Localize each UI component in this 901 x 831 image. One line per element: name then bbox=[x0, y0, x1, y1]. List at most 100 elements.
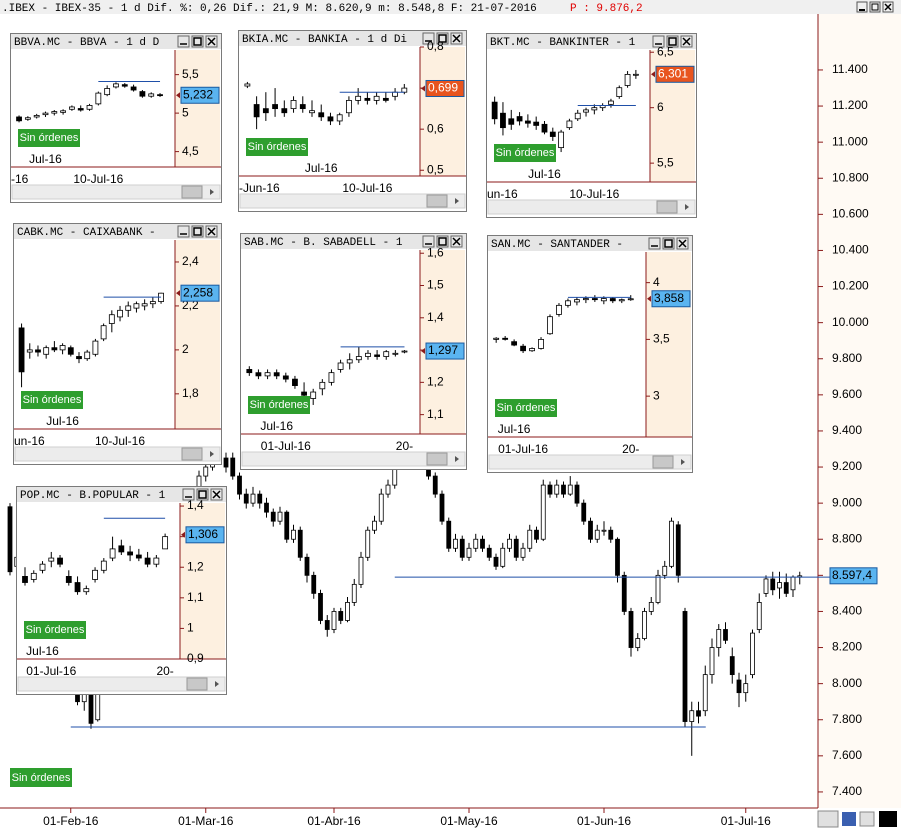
orders-label: Sin órdenes bbox=[23, 394, 82, 406]
candle-body bbox=[574, 112, 581, 120]
chart-window[interactable]: BKT.MC - BANKINTER - 1 5,5 6 6,5 Jul-16 un-16… bbox=[486, 33, 697, 218]
candle-body bbox=[635, 638, 641, 648]
orders-badge[interactable] bbox=[248, 396, 310, 414]
window-title-bar bbox=[487, 34, 696, 49]
price-text: P : 9.876,2 bbox=[570, 3, 643, 15]
window-title-bar bbox=[17, 487, 226, 502]
candle-body bbox=[270, 511, 276, 522]
toolbar-button[interactable] bbox=[879, 811, 897, 827]
toolbar-button[interactable] bbox=[859, 811, 875, 827]
scrollbar[interactable] bbox=[239, 193, 466, 209]
last-price-box bbox=[651, 290, 691, 308]
chart-window[interactable]: POP.MC - B.POPULAR - 10,911,11,21,31,4Ju… bbox=[16, 486, 227, 695]
candle-body bbox=[358, 556, 364, 585]
scroll-arrow[interactable] bbox=[685, 204, 689, 210]
chart-window[interactable]: BBVA.MC - BBVA - 1 d D 4,5 5 5,5 Jul-16-16 10… bbox=[10, 33, 222, 203]
minimize-button[interactable] bbox=[182, 488, 195, 501]
maximize-button[interactable] bbox=[196, 488, 209, 501]
candle-body bbox=[139, 91, 146, 97]
minimize-button[interactable] bbox=[652, 35, 665, 48]
candle-body bbox=[608, 529, 614, 540]
scrollbar[interactable] bbox=[488, 454, 692, 470]
chart-window[interactable]: CABK.MC - CAIXABANK -1,822,22,4Jul-16un-… bbox=[13, 223, 222, 465]
maximize-button[interactable] bbox=[191, 35, 204, 48]
orders-badge[interactable] bbox=[495, 399, 557, 417]
scroll-arrow[interactable] bbox=[681, 459, 685, 465]
month-label: Jul-16 bbox=[498, 422, 531, 436]
candle-body bbox=[618, 299, 625, 302]
chart-window[interactable]: BKIA.MC - BANKIA - 1 d Di0,50,60,70,8Jul… bbox=[238, 30, 467, 212]
candle-body bbox=[118, 545, 125, 553]
candle-body bbox=[743, 683, 749, 694]
candle-body bbox=[583, 109, 589, 113]
candle-body bbox=[662, 565, 668, 576]
minimize-button[interactable] bbox=[648, 237, 661, 250]
chart-window[interactable]: SAN.MC - SANTANDER - 3 3,5 4 Jul-16 01-Jul-16… bbox=[487, 235, 693, 473]
maximize-button[interactable] bbox=[869, 1, 881, 13]
candle-body bbox=[83, 588, 90, 593]
scrollbar[interactable] bbox=[487, 199, 696, 215]
scrollbar-thumb[interactable] bbox=[652, 455, 674, 469]
scrollbar-thumb[interactable] bbox=[426, 452, 448, 466]
save-button[interactable] bbox=[842, 812, 856, 826]
candle-body bbox=[273, 372, 280, 377]
candle-body bbox=[157, 94, 163, 97]
minimize-button[interactable] bbox=[177, 35, 190, 48]
maximize-button[interactable] bbox=[191, 225, 204, 238]
minimize-button[interactable] bbox=[422, 32, 435, 45]
scroll-arrow[interactable] bbox=[215, 681, 219, 687]
minimize-button[interactable] bbox=[422, 235, 435, 248]
scrollbar-thumb[interactable] bbox=[181, 447, 203, 461]
scrollbar-thumb[interactable] bbox=[181, 185, 203, 199]
scrollbar[interactable] bbox=[11, 184, 221, 200]
scroll-arrow[interactable] bbox=[455, 198, 459, 204]
maximize-button[interactable] bbox=[436, 32, 449, 45]
candle-body bbox=[243, 493, 249, 504]
candle-body bbox=[109, 548, 116, 559]
x-tick-label: 01-Jun-16 bbox=[577, 814, 631, 828]
maximize-button[interactable] bbox=[436, 235, 449, 248]
candle-body bbox=[516, 116, 523, 122]
candle-body bbox=[69, 106, 75, 110]
candle-body bbox=[608, 100, 614, 105]
window-buttons[interactable] bbox=[856, 1, 894, 13]
orders-badge[interactable] bbox=[18, 129, 80, 147]
minimize-button[interactable] bbox=[856, 1, 868, 13]
scroll-arrow[interactable] bbox=[210, 451, 214, 457]
orders-badge[interactable] bbox=[21, 391, 83, 409]
scrollbar-thumb[interactable] bbox=[656, 200, 678, 214]
candle-body bbox=[591, 107, 598, 111]
window-title: CABK.MC - CAIXABANK - bbox=[17, 227, 156, 239]
scrollbar[interactable] bbox=[14, 446, 221, 462]
scrollbar[interactable] bbox=[17, 676, 226, 692]
x-tick-label: 20- bbox=[156, 664, 173, 678]
candle-body bbox=[291, 529, 296, 540]
orders-badge[interactable] bbox=[494, 144, 556, 162]
x-tick-label: 01-Mar-16 bbox=[178, 814, 234, 828]
candle-body bbox=[600, 298, 607, 302]
window-title: BBVA.MC - BBVA - 1 d D bbox=[14, 37, 160, 49]
orders-badge[interactable] bbox=[10, 768, 72, 787]
last-price-label: 1,297 bbox=[428, 343, 458, 357]
toolbar-button[interactable] bbox=[817, 810, 839, 828]
scrollbar-thumb[interactable] bbox=[426, 194, 448, 208]
candle-body bbox=[392, 91, 398, 97]
scroll-arrow[interactable] bbox=[455, 456, 459, 462]
chart-window[interactable]: SAB.MC - B. SABADELL - 11,11,21,31,41,51… bbox=[240, 233, 467, 470]
last-price-box bbox=[180, 86, 220, 104]
maximize-button[interactable] bbox=[666, 35, 679, 48]
candle-body bbox=[346, 359, 353, 364]
orders-badge[interactable] bbox=[246, 138, 308, 156]
maximize-button[interactable] bbox=[662, 237, 675, 250]
minimize-button[interactable] bbox=[177, 225, 190, 238]
month-label: Jul-16 bbox=[305, 161, 338, 175]
candle-body bbox=[351, 583, 357, 603]
scrollbar[interactable] bbox=[241, 451, 466, 467]
candle-body bbox=[493, 556, 499, 567]
candle-body bbox=[125, 305, 132, 311]
candle-body bbox=[88, 692, 94, 724]
scroll-arrow[interactable] bbox=[210, 189, 214, 195]
orders-badge[interactable] bbox=[24, 621, 86, 639]
scrollbar-thumb[interactable] bbox=[186, 677, 208, 691]
button-icon bbox=[682, 37, 691, 46]
